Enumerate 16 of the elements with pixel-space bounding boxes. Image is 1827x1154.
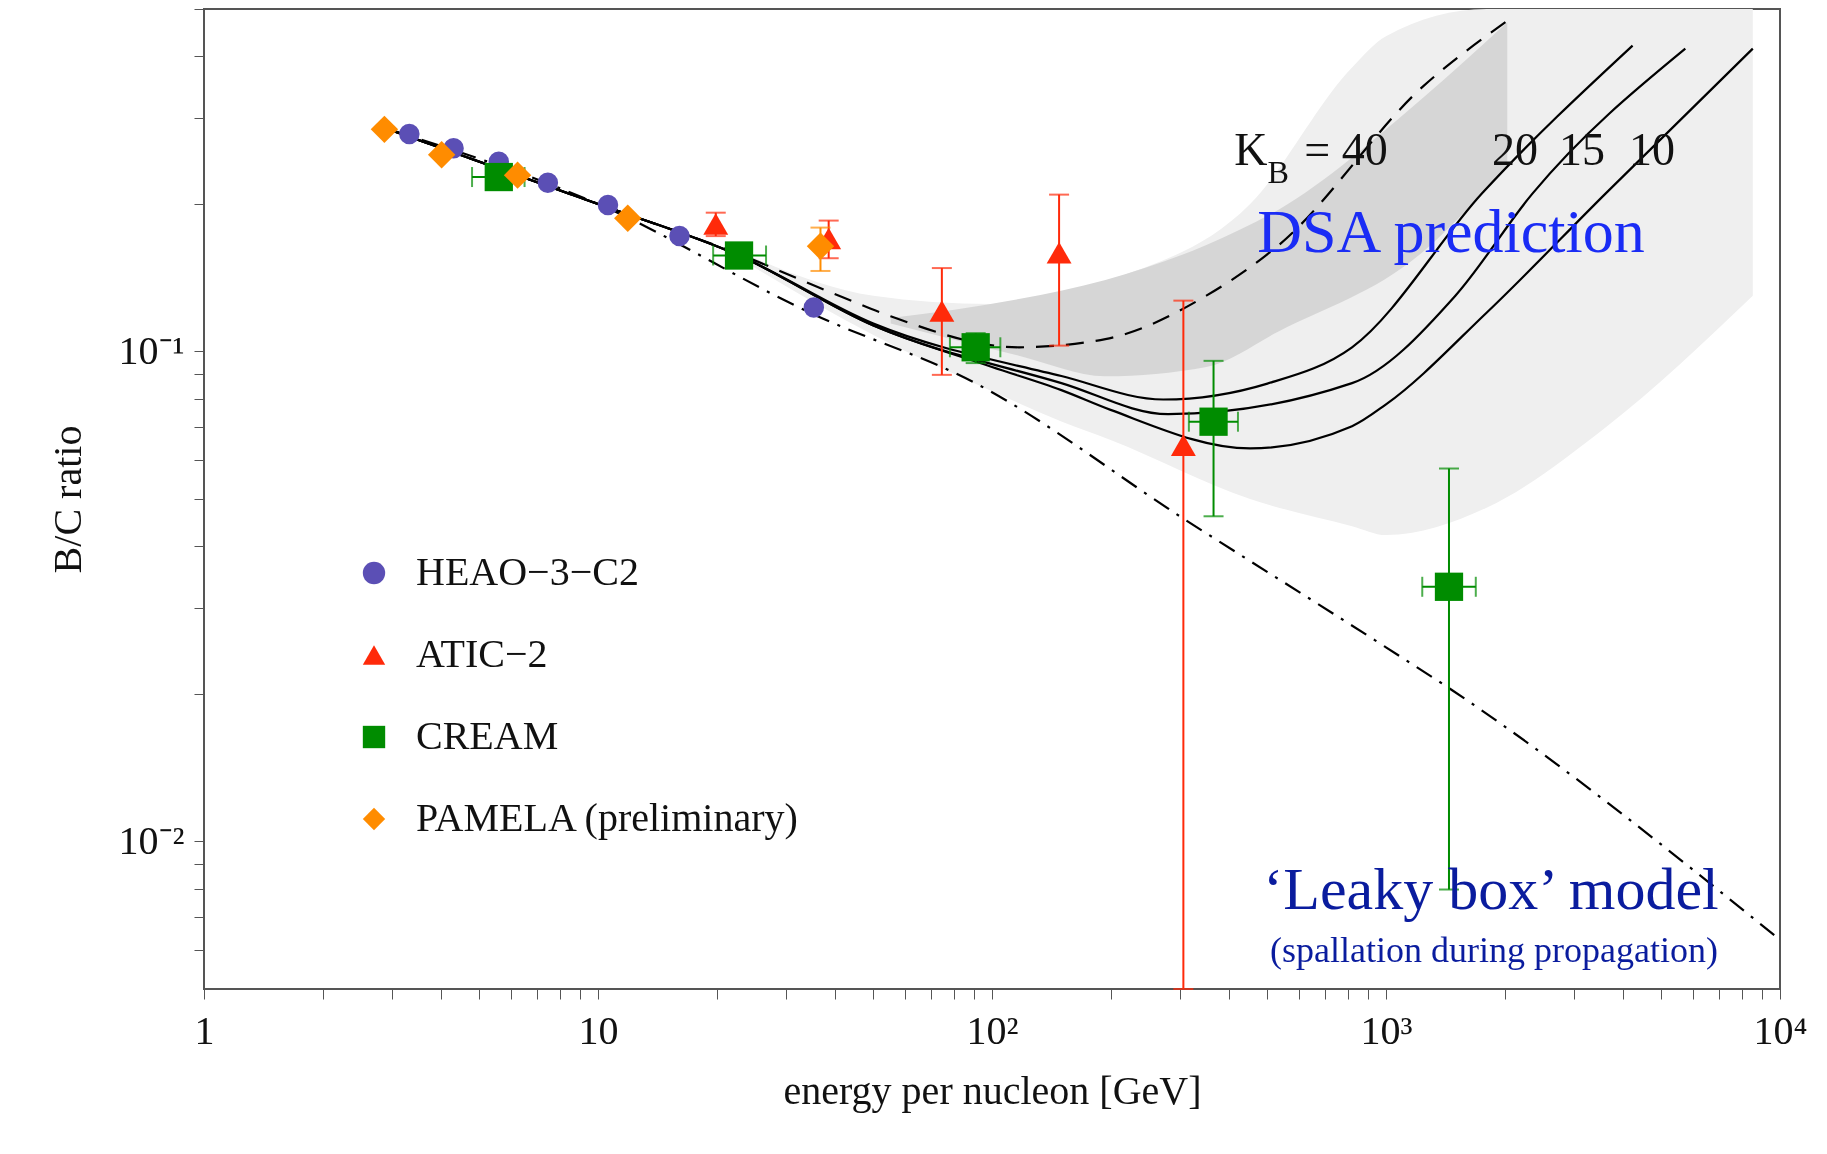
x-tick-label: 10 — [578, 1007, 619, 1053]
y-tick-label: 10⁻¹ — [118, 328, 185, 373]
x-tick-label: 10⁴ — [1753, 1007, 1808, 1053]
x-tick-label: 1 — [194, 1007, 215, 1053]
annotation: K$_{B}$ = 40 — [1234, 124, 1388, 190]
legend-label: CREAM — [416, 713, 559, 758]
x-tick-label: 10² — [966, 1007, 1019, 1053]
annotation: ‘Leaky box’ model — [1263, 856, 1719, 922]
x-tick-label: 10³ — [1360, 1007, 1413, 1053]
x-axis-title: energy per nucleon [GeV] — [783, 1067, 1202, 1113]
annotation: (spallation during propagation) — [1270, 930, 1718, 970]
y-axis-title: B/C ratio — [44, 425, 90, 574]
y-tick-label: 10⁻² — [118, 818, 185, 863]
legend-label: HEAO−3−C2 — [416, 549, 639, 594]
legend-label: PAMELA (preliminary) — [416, 795, 798, 840]
legend-label: ATIC−2 — [416, 631, 548, 676]
